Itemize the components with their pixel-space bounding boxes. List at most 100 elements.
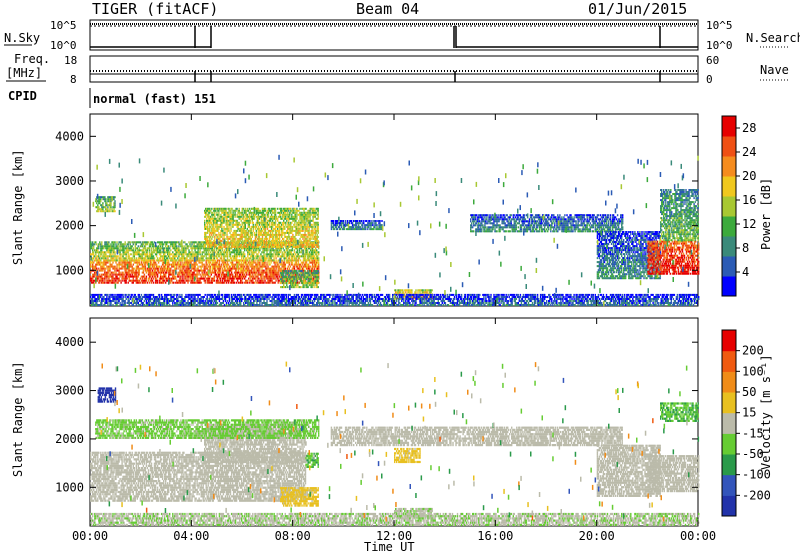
data-cell	[261, 209, 264, 212]
data-cell	[202, 263, 204, 266]
data-cell	[201, 277, 203, 280]
data-cell	[244, 209, 246, 212]
data-cell	[110, 251, 112, 254]
data-cell	[119, 253, 121, 256]
data-cell	[111, 208, 113, 211]
data-cell	[253, 265, 255, 268]
data-cell	[279, 249, 281, 252]
data-cell	[244, 213, 246, 216]
data-cell	[179, 277, 181, 280]
data-cell	[118, 263, 120, 266]
data-cell	[277, 225, 279, 228]
data-cell	[274, 271, 276, 274]
data-cell	[249, 241, 252, 244]
data-cell	[249, 257, 251, 260]
data-cell	[97, 204, 99, 207]
data-cell	[213, 219, 215, 222]
data-cell	[278, 245, 280, 248]
data-cell	[139, 267, 142, 270]
data-cell	[124, 261, 126, 264]
data-cell	[151, 275, 154, 278]
data-cell	[108, 255, 110, 258]
data-cell	[114, 273, 116, 276]
data-cell	[199, 259, 201, 262]
data-cell	[218, 247, 221, 250]
data-cell	[168, 251, 170, 254]
data-cell	[192, 245, 194, 248]
data-cell	[277, 227, 279, 230]
data-cell	[304, 261, 307, 264]
data-cell	[96, 210, 98, 213]
data-cell	[207, 223, 209, 226]
data-cell	[312, 259, 315, 262]
data-cell	[229, 255, 232, 258]
data-cell	[109, 267, 111, 270]
data-cell	[242, 265, 244, 268]
data-cell	[308, 259, 311, 262]
data-cell	[277, 235, 279, 238]
data-cell	[124, 265, 126, 268]
data-cell	[293, 255, 296, 258]
data-cell	[132, 255, 135, 258]
data-cell	[233, 253, 236, 256]
data-cell	[175, 255, 177, 258]
data-cell	[205, 225, 207, 228]
data-cell	[287, 209, 289, 212]
data-cell	[279, 207, 281, 210]
data-cell	[224, 233, 226, 236]
data-cell	[248, 243, 251, 246]
data-cell	[175, 249, 177, 252]
data-cell	[157, 261, 160, 264]
data-cell	[224, 209, 226, 212]
data-cell	[182, 273, 184, 276]
data-cell	[204, 245, 206, 248]
data-cell	[254, 227, 257, 230]
data-cell	[252, 259, 254, 262]
data-cell	[266, 225, 269, 228]
data-cell	[263, 269, 265, 272]
data-cell	[148, 273, 151, 276]
data-cell	[299, 243, 301, 246]
data-cell	[129, 273, 131, 276]
data-cell	[286, 259, 289, 262]
data-cell	[220, 235, 222, 238]
data-cell	[101, 204, 103, 207]
data-cell	[222, 255, 225, 258]
data-cell	[281, 223, 283, 226]
data-cell	[170, 271, 172, 274]
data-cell	[194, 265, 196, 268]
data-cell	[147, 273, 150, 276]
data-cell	[255, 251, 257, 254]
data-cell	[239, 249, 241, 252]
data-cell	[152, 273, 155, 276]
data-cell	[198, 257, 200, 260]
data-cell	[256, 257, 258, 260]
data-cell	[248, 223, 251, 226]
data-cell	[207, 257, 209, 260]
data-cell	[219, 251, 222, 254]
data-cell	[197, 251, 199, 254]
data-cell	[304, 247, 307, 250]
data-cell	[203, 265, 205, 268]
data-cell	[211, 271, 214, 274]
data-cell	[178, 281, 180, 284]
data-cell	[241, 227, 243, 230]
data-cell	[125, 251, 127, 254]
data-cell	[142, 275, 145, 278]
data-cell	[114, 210, 116, 213]
data-cell	[250, 271, 252, 274]
data-cell	[269, 271, 271, 274]
data-cell	[248, 229, 251, 232]
data-cell	[221, 267, 224, 270]
data-cell	[221, 245, 223, 248]
data-cell	[286, 209, 288, 212]
data-cell	[94, 279, 96, 282]
data-cell	[255, 255, 257, 258]
data-cell	[296, 207, 298, 210]
data-cell	[94, 259, 96, 262]
data-cell	[281, 211, 283, 214]
data-cell	[247, 215, 250, 218]
data-cell	[220, 251, 223, 254]
data-cell	[217, 253, 220, 256]
data-cell	[288, 257, 291, 260]
